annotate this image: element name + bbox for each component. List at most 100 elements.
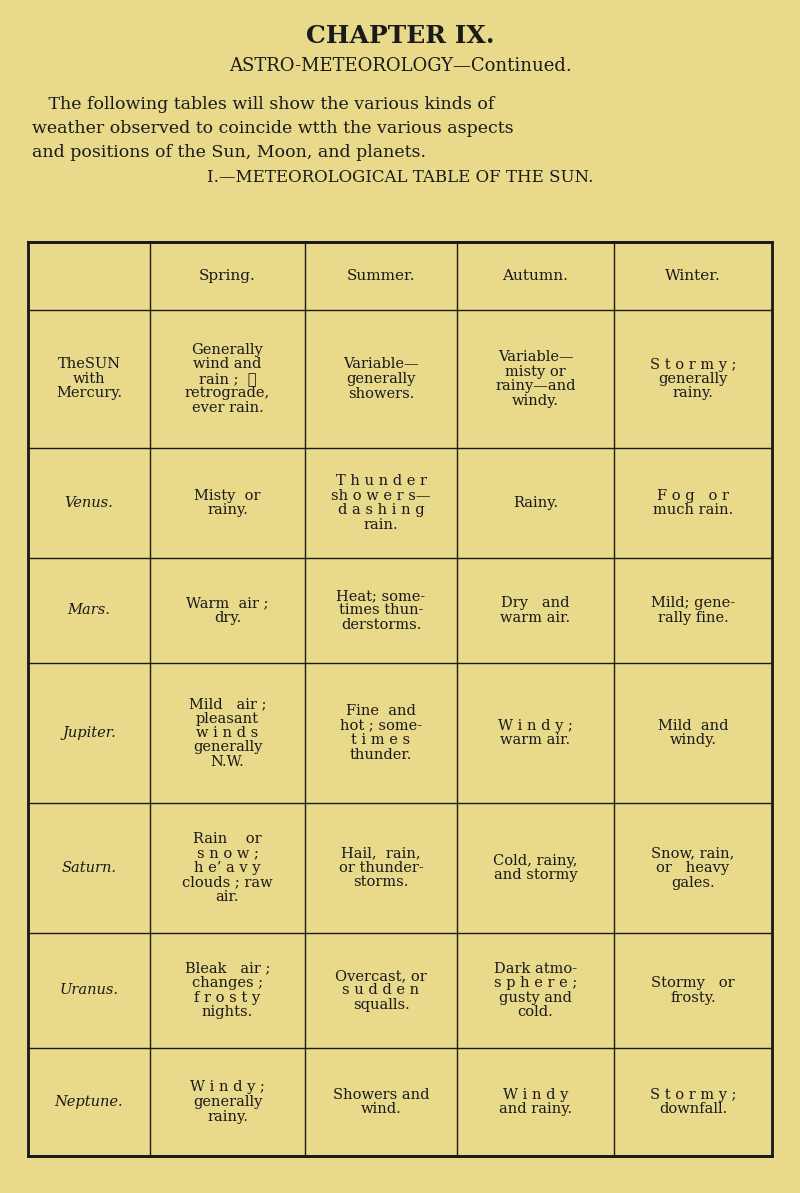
Text: nights.: nights. — [202, 1006, 253, 1019]
Text: N.W.: N.W. — [210, 755, 244, 769]
Text: and positions of the Sun, Moon, and planets.: and positions of the Sun, Moon, and plan… — [32, 144, 426, 161]
Text: S t o r m y ;: S t o r m y ; — [650, 358, 736, 371]
Text: Variable—: Variable— — [343, 358, 419, 371]
Text: ASTRO-METEOROLOGY—Continued.: ASTRO-METEOROLOGY—Continued. — [229, 57, 571, 75]
Text: generally: generally — [193, 741, 262, 754]
Text: t i m e s: t i m e s — [351, 734, 410, 747]
Text: T h u n d e r: T h u n d e r — [335, 475, 426, 488]
Text: or   heavy: or heavy — [657, 861, 730, 874]
Text: retrograde,: retrograde, — [185, 387, 270, 401]
Text: weather observed to coincide wtth the various aspects: weather observed to coincide wtth the va… — [32, 120, 514, 137]
Text: Stormy   or: Stormy or — [651, 976, 735, 990]
Text: Misty  or: Misty or — [194, 489, 261, 502]
Text: generally: generally — [658, 372, 728, 387]
Text: Winter.: Winter. — [665, 268, 721, 283]
Text: rainy.: rainy. — [673, 387, 714, 401]
Text: The following tables will show the various kinds of: The following tables will show the vario… — [32, 95, 494, 113]
Text: misty or: misty or — [505, 365, 566, 378]
Text: with: with — [73, 372, 106, 387]
Text: Mild   air ;: Mild air ; — [189, 697, 266, 711]
Text: Bleak   air ;: Bleak air ; — [185, 962, 270, 976]
Text: Heat; some-: Heat; some- — [336, 589, 426, 602]
Text: Hail,  rain,: Hail, rain, — [341, 847, 421, 860]
Text: and stormy: and stormy — [494, 869, 578, 883]
Text: much rain.: much rain. — [653, 503, 733, 518]
Text: Venus.: Venus. — [65, 496, 114, 509]
Text: clouds ; raw: clouds ; raw — [182, 876, 273, 890]
Text: storms.: storms. — [354, 876, 409, 890]
Text: h e’ a v y: h e’ a v y — [194, 861, 261, 874]
Text: Cold, rainy,: Cold, rainy, — [494, 854, 578, 867]
Text: generally: generally — [346, 372, 416, 387]
Text: Saturn.: Saturn. — [62, 861, 117, 874]
Text: Dry   and: Dry and — [502, 596, 570, 611]
Text: warm air.: warm air. — [501, 611, 570, 625]
Text: CHAPTER IX.: CHAPTER IX. — [306, 24, 494, 48]
Text: Snow, rain,: Snow, rain, — [651, 847, 734, 860]
Text: rain ;  ♈: rain ; ♈ — [198, 372, 256, 387]
Text: w i n d s: w i n d s — [196, 727, 258, 740]
Text: s u d d e n: s u d d e n — [342, 983, 419, 997]
Text: Rain    or: Rain or — [193, 832, 262, 846]
Text: s p h e r e ;: s p h e r e ; — [494, 976, 577, 990]
Text: hot ; some-: hot ; some- — [340, 718, 422, 733]
Text: and rainy.: and rainy. — [499, 1102, 572, 1117]
Text: Mild  and: Mild and — [658, 718, 728, 733]
Text: Uranus.: Uranus. — [59, 983, 118, 997]
Text: pleasant: pleasant — [196, 711, 259, 725]
Text: rainy—and: rainy—and — [495, 379, 576, 394]
Text: Spring.: Spring. — [199, 268, 256, 283]
Text: Summer.: Summer. — [346, 268, 415, 283]
Text: or thunder-: or thunder- — [338, 861, 423, 874]
Text: Mars.: Mars. — [67, 604, 110, 618]
Text: Mercury.: Mercury. — [56, 387, 122, 401]
Text: downfall.: downfall. — [659, 1102, 727, 1117]
Text: Variable—: Variable— — [498, 351, 574, 364]
Text: ever rain.: ever rain. — [192, 401, 263, 415]
Text: thunder.: thunder. — [350, 748, 412, 762]
Text: warm air.: warm air. — [501, 734, 570, 747]
Text: frosty.: frosty. — [670, 990, 716, 1005]
Text: Autumn.: Autumn. — [502, 268, 569, 283]
Text: Overcast, or: Overcast, or — [335, 969, 427, 983]
Text: s n o w ;: s n o w ; — [197, 847, 258, 860]
Text: f r o s t y: f r o s t y — [194, 990, 261, 1005]
Text: wind.: wind. — [361, 1102, 402, 1117]
Text: TheSUN: TheSUN — [58, 358, 121, 371]
Text: rainy.: rainy. — [207, 1109, 248, 1124]
Text: d a s h i n g: d a s h i n g — [338, 503, 424, 518]
Text: I.—METEOROLOGICAL TABLE OF THE SUN.: I.—METEOROLOGICAL TABLE OF THE SUN. — [207, 169, 593, 186]
Text: generally: generally — [193, 1095, 262, 1109]
Text: Mild; gene-: Mild; gene- — [651, 596, 735, 611]
Text: rainy.: rainy. — [207, 503, 248, 518]
Text: Generally: Generally — [192, 344, 263, 357]
Text: cold.: cold. — [518, 1006, 554, 1019]
Text: wind and: wind and — [194, 358, 262, 371]
Text: windy.: windy. — [670, 734, 717, 747]
Text: air.: air. — [216, 890, 239, 904]
Text: windy.: windy. — [512, 394, 559, 408]
Text: showers.: showers. — [348, 387, 414, 401]
Bar — [28, 242, 772, 1156]
Text: S t o r m y ;: S t o r m y ; — [650, 1088, 736, 1102]
Text: Jupiter.: Jupiter. — [62, 727, 116, 740]
Text: Showers and: Showers and — [333, 1088, 430, 1102]
Text: Warm  air ;: Warm air ; — [186, 596, 269, 611]
Text: rally fine.: rally fine. — [658, 611, 728, 625]
Text: gusty and: gusty and — [499, 990, 572, 1005]
Text: derstorms.: derstorms. — [341, 618, 421, 632]
Text: squalls.: squalls. — [353, 999, 410, 1012]
Text: rain.: rain. — [364, 518, 398, 532]
Text: sh o w e r s—: sh o w e r s— — [331, 489, 430, 502]
Text: times thun-: times thun- — [338, 604, 423, 618]
Text: Fine  and: Fine and — [346, 704, 416, 718]
Text: Neptune.: Neptune. — [54, 1095, 123, 1109]
Text: Dark atmo-: Dark atmo- — [494, 962, 577, 976]
Text: W i n d y: W i n d y — [503, 1088, 568, 1102]
Text: F o g   o r: F o g o r — [657, 489, 729, 502]
Text: dry.: dry. — [214, 611, 241, 625]
Text: W i n d y ;: W i n d y ; — [498, 718, 573, 733]
Text: gales.: gales. — [671, 876, 715, 890]
Text: W i n d y ;: W i n d y ; — [190, 1081, 265, 1094]
Text: Rainy.: Rainy. — [513, 496, 558, 509]
